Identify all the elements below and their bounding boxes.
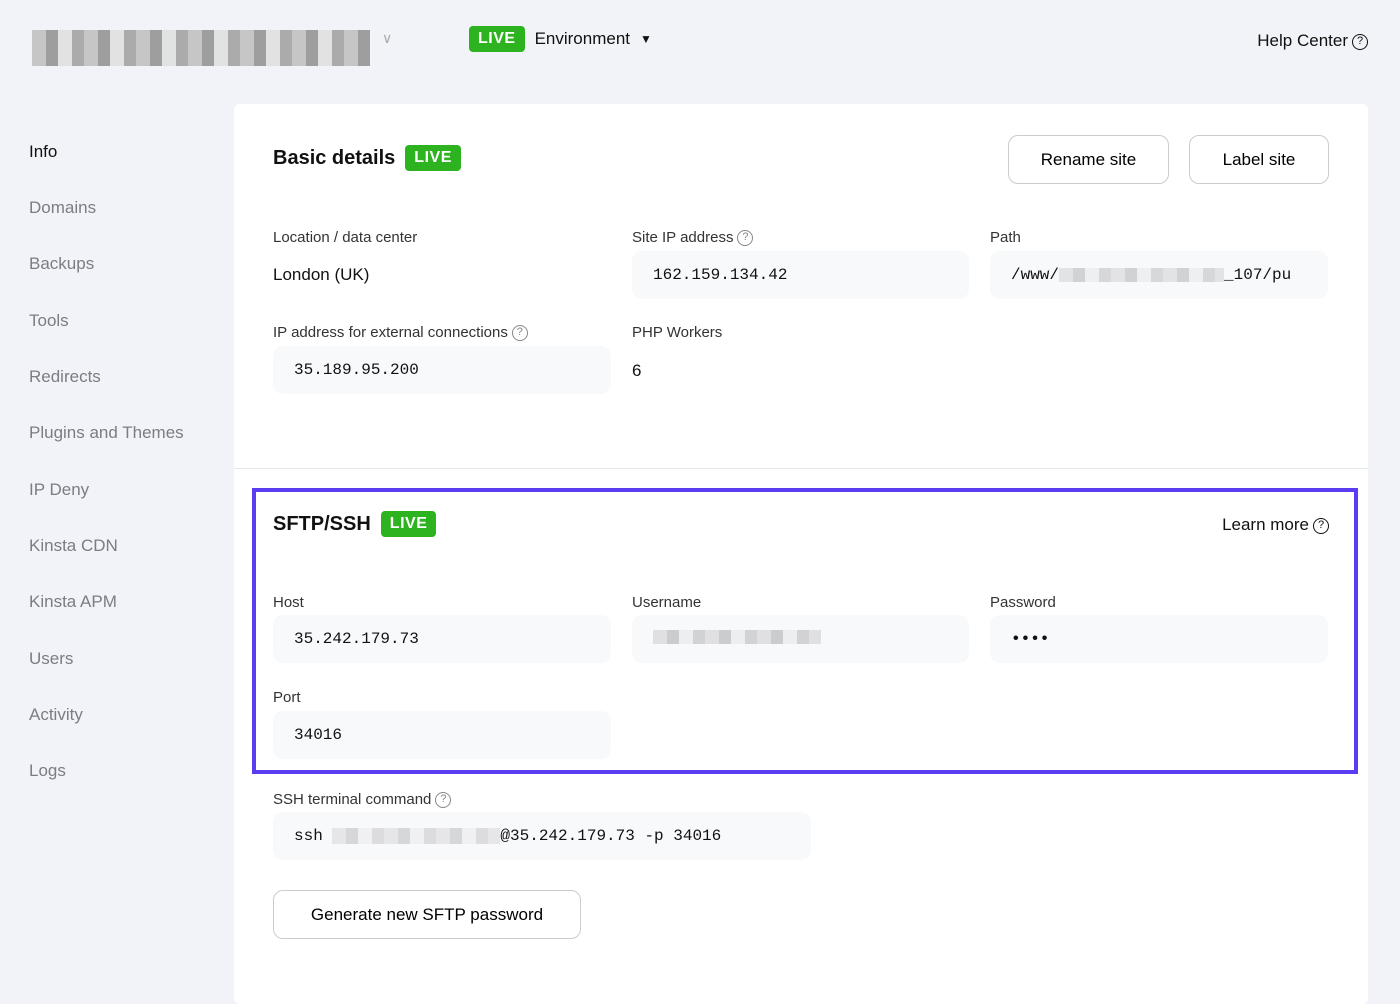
sidebar-item-domains[interactable]: Domains: [29, 198, 97, 217]
path-redacted: [1059, 267, 1225, 282]
site-chevron-down-icon[interactable]: ∨: [382, 30, 393, 46]
help-center-label: Help Center: [1257, 31, 1348, 50]
sftp-heading: SFTP/SSH LIVE: [273, 511, 437, 537]
sidebar-item-info[interactable]: Info: [29, 142, 58, 161]
external-ip-field[interactable]: 35.189.95.200: [273, 346, 611, 394]
location-value: London (UK): [273, 265, 370, 284]
external-ip-label-text: IP address for external connections: [273, 324, 508, 341]
sidebar-item-redirects[interactable]: Redirects: [29, 367, 101, 386]
sftp-highlight-frame: [252, 488, 1358, 774]
live-badge: LIVE: [405, 145, 461, 171]
live-badge: LIVE: [380, 511, 437, 537]
ssh-end: @35.242.179.73 -p 34016: [500, 827, 722, 845]
divider: [234, 468, 1368, 469]
ssh-command-field[interactable]: ssh @35.242.179.73 -p 34016: [273, 812, 811, 860]
username-redacted: [653, 630, 821, 644]
sidebar-item-kinsta-apm[interactable]: Kinsta APM: [29, 592, 117, 611]
help-icon[interactable]: ?: [511, 325, 528, 342]
password-label: Password: [990, 594, 1056, 611]
location-label: Location / data center: [273, 229, 418, 246]
help-center-link[interactable]: Help Center?: [1257, 31, 1368, 51]
sidebar-item-backups[interactable]: Backups: [29, 254, 95, 273]
site-ip-field[interactable]: 162.159.134.42: [632, 251, 969, 299]
site-name-redacted[interactable]: [32, 30, 370, 66]
username-label: Username: [632, 594, 702, 611]
php-workers-value: 6: [632, 361, 642, 380]
environment-label: Environment: [534, 29, 630, 48]
sidebar-item-logs[interactable]: Logs: [29, 761, 66, 780]
help-icon: ?: [1352, 33, 1368, 50]
learn-more-link[interactable]: Learn more?: [1222, 515, 1329, 535]
basic-details-heading: Basic details LIVE: [273, 145, 461, 171]
help-icon[interactable]: ?: [435, 792, 452, 809]
environment-selector[interactable]: LIVE Environment ▼: [469, 26, 652, 52]
live-badge: LIVE: [469, 26, 525, 52]
path-start: /www/: [1011, 266, 1060, 284]
host-field[interactable]: 35.242.179.73: [273, 615, 611, 663]
sidebar-item-ip-deny[interactable]: IP Deny: [29, 480, 90, 499]
site-ip-label: Site IP address?: [632, 229, 754, 247]
site-ip-label-text: Site IP address: [632, 229, 734, 246]
external-ip-label: IP address for external connections?: [273, 324, 528, 342]
username-field[interactable]: [632, 615, 969, 663]
generate-sftp-password-button[interactable]: Generate new SFTP password: [273, 890, 581, 939]
help-icon[interactable]: ?: [737, 230, 754, 247]
sidebar-item-activity[interactable]: Activity: [29, 705, 83, 724]
chevron-down-icon: ▼: [640, 32, 652, 46]
host-label: Host: [273, 594, 304, 611]
password-field[interactable]: ••••: [990, 615, 1328, 663]
ssh-user-redacted: [332, 827, 501, 844]
ssh-command-label-text: SSH terminal command: [273, 791, 432, 808]
learn-more-label: Learn more: [1222, 515, 1309, 534]
help-icon: ?: [1313, 517, 1329, 534]
sidebar-item-users[interactable]: Users: [29, 649, 74, 668]
sidebar-item-plugins-themes[interactable]: Plugins and Themes: [29, 423, 184, 442]
path-label: Path: [990, 229, 1021, 246]
port-field[interactable]: 34016: [273, 711, 611, 759]
path-field[interactable]: /www/ _107/pu: [990, 251, 1328, 299]
basic-details-title: Basic details: [273, 146, 396, 169]
port-label: Port: [273, 689, 301, 706]
sidebar-item-tools[interactable]: Tools: [29, 311, 69, 330]
ssh-command-label: SSH terminal command?: [273, 791, 452, 809]
php-workers-label: PHP Workers: [632, 324, 723, 341]
path-end: _107/pu: [1224, 266, 1292, 284]
sidebar-item-kinsta-cdn[interactable]: Kinsta CDN: [29, 536, 118, 555]
label-site-button[interactable]: Label site: [1189, 135, 1329, 184]
ssh-start: ssh: [294, 827, 323, 845]
rename-site-button[interactable]: Rename site: [1008, 135, 1169, 184]
sftp-title: SFTP/SSH: [273, 512, 371, 535]
